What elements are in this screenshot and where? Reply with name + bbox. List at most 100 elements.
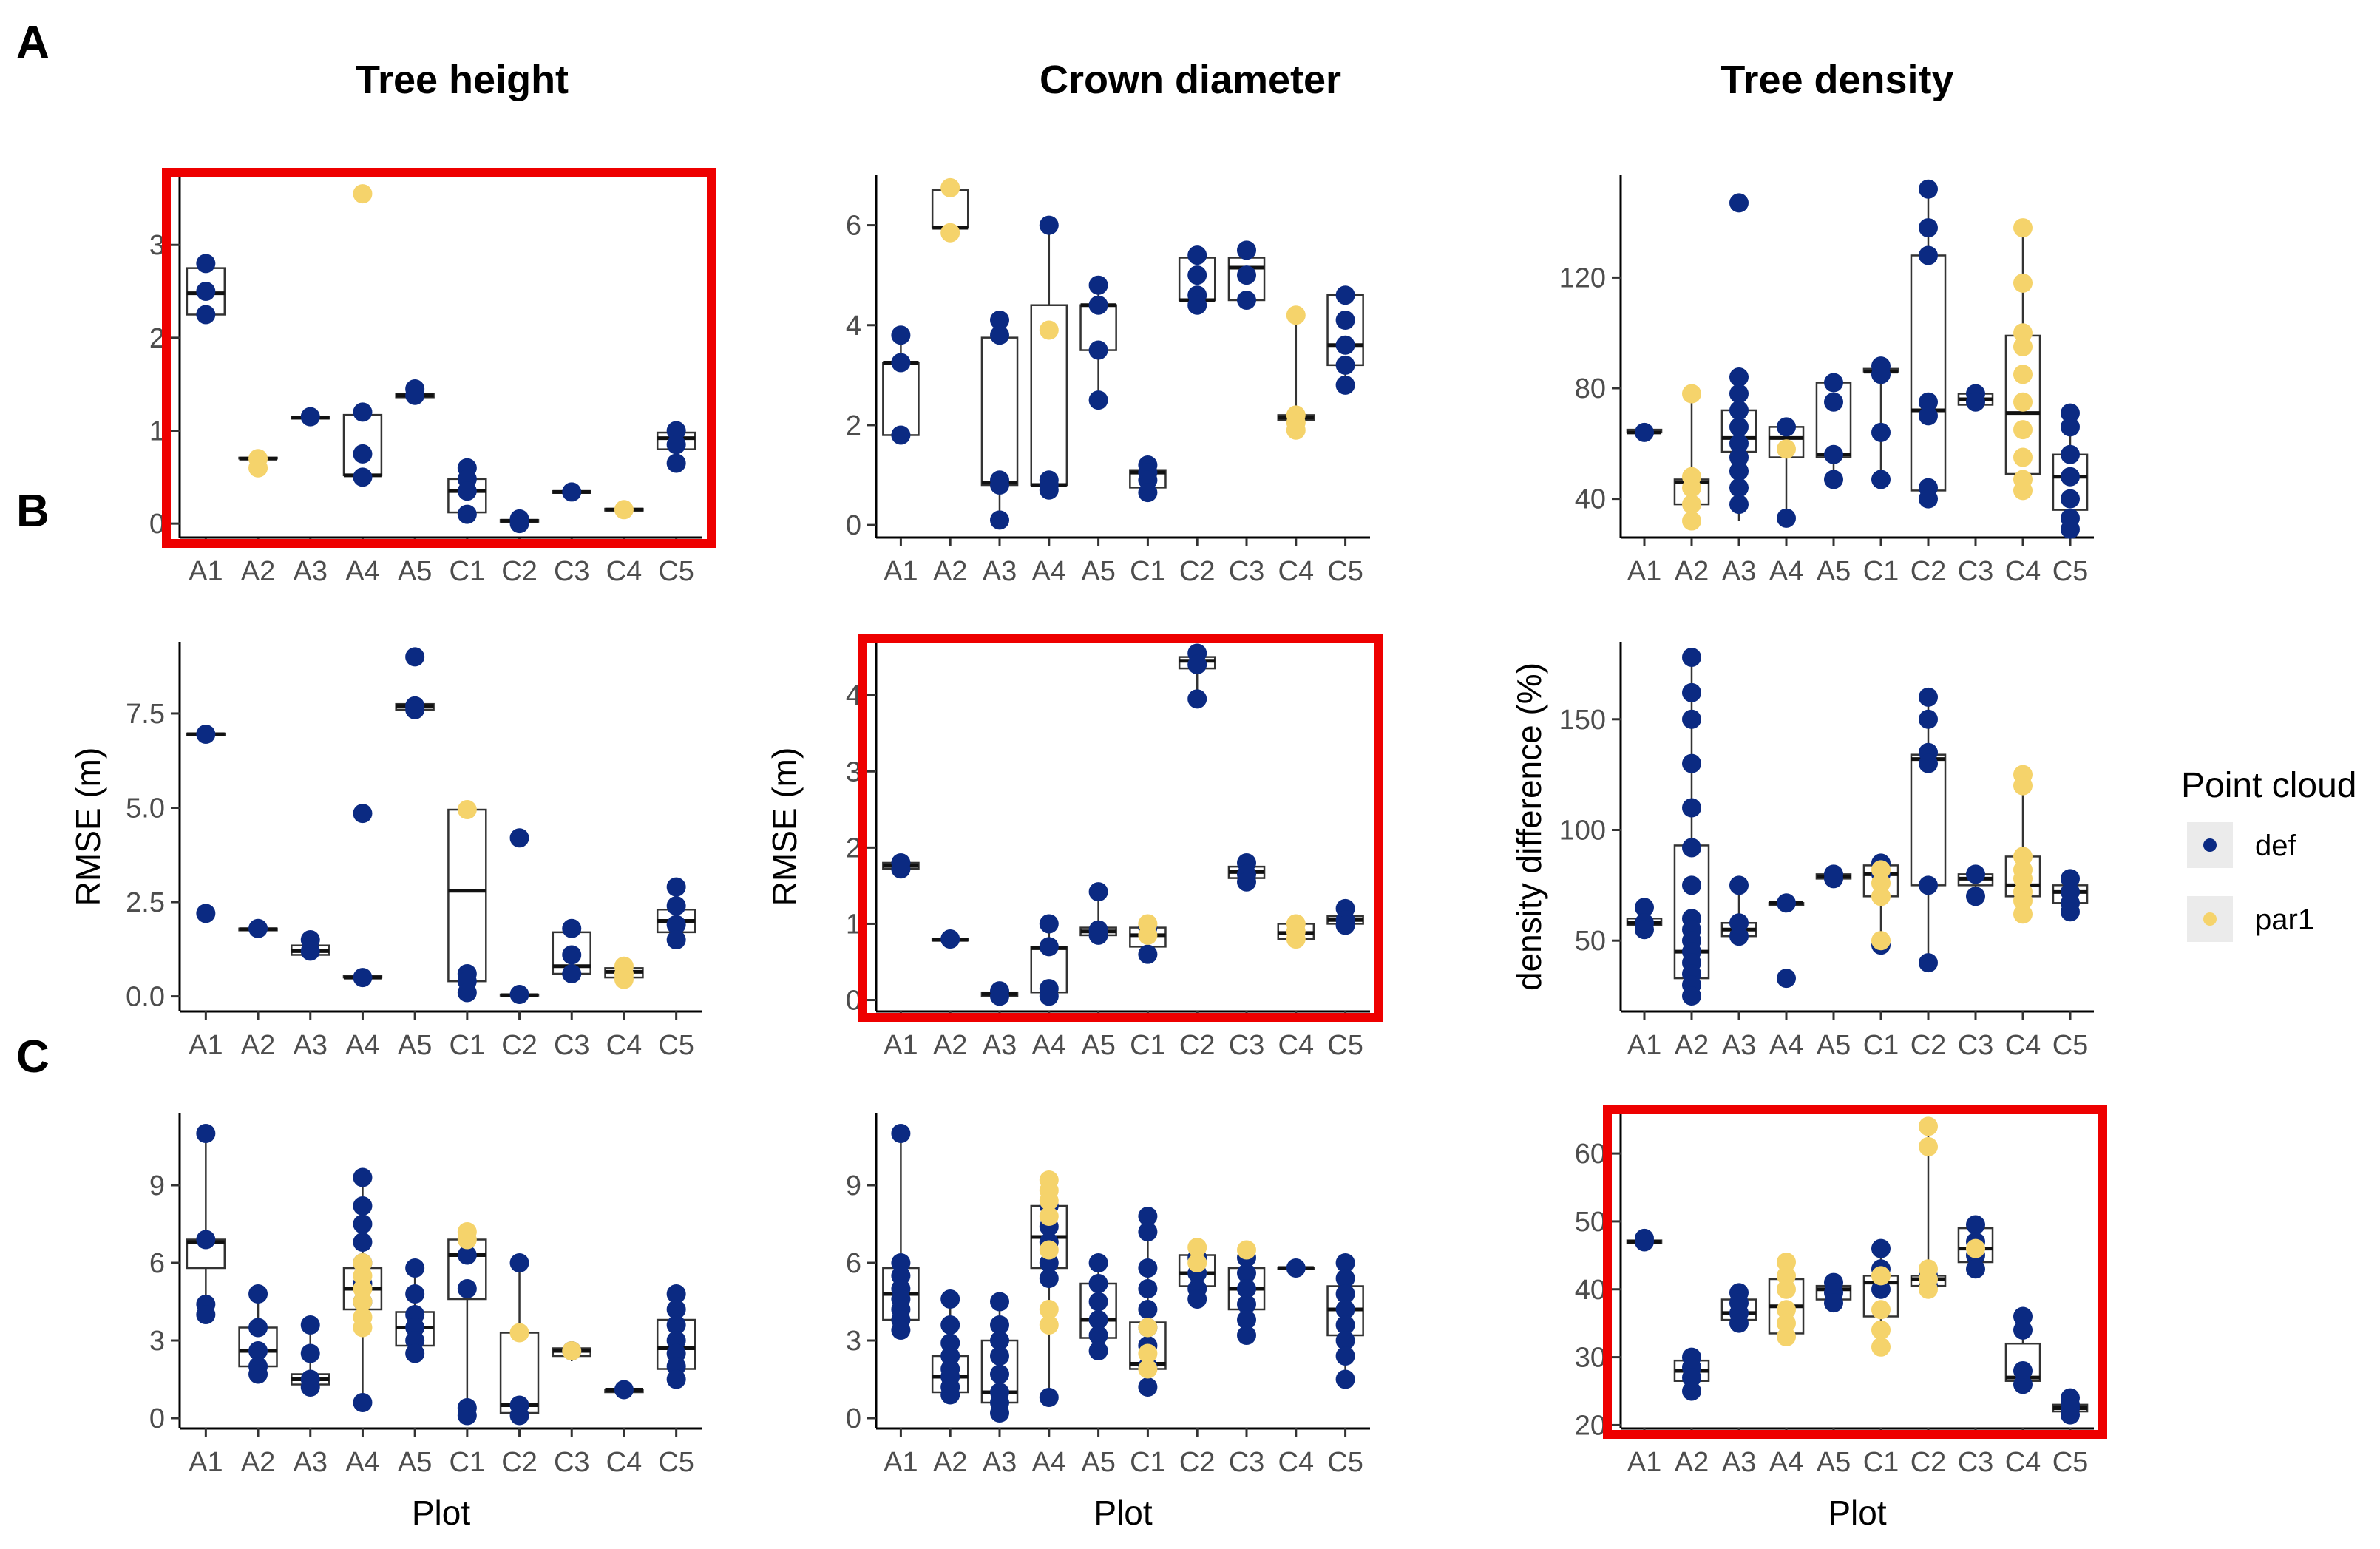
- point-def: [614, 1380, 634, 1400]
- point-def: [1335, 311, 1355, 330]
- point-def: [2061, 467, 2080, 487]
- point-par1: [1871, 860, 1891, 880]
- x-tick-label: A3: [294, 1447, 328, 1478]
- point-def: [1682, 647, 1701, 667]
- point-par1: [509, 1323, 529, 1343]
- point-par1: [1777, 1253, 1796, 1272]
- point-def: [1966, 864, 1985, 884]
- point-def: [1729, 417, 1749, 437]
- x-tick-label: C4: [1278, 1030, 1315, 1061]
- point-def: [1237, 265, 1256, 285]
- point-def: [1138, 1300, 1158, 1319]
- point-def: [457, 481, 477, 501]
- point-par1: [1138, 925, 1158, 945]
- point-def: [509, 514, 529, 534]
- point-def: [1729, 433, 1749, 453]
- point-def: [1187, 245, 1207, 265]
- x-tick-label: C5: [1327, 1447, 1363, 1478]
- x-tick-label: A5: [398, 1447, 432, 1478]
- x-tick-label: A4: [1769, 556, 1803, 587]
- x-tick-label: A4: [1032, 556, 1066, 587]
- y-tick-label: 6: [846, 1248, 861, 1279]
- point-def: [1729, 913, 1749, 933]
- point-par1: [2013, 218, 2033, 238]
- point-def: [666, 896, 686, 916]
- x-tick-label: C4: [1278, 1447, 1315, 1478]
- point-par1: [457, 800, 477, 820]
- point-def: [353, 1214, 373, 1234]
- point-par1: [1682, 384, 1701, 404]
- x-tick-label: A4: [1769, 1030, 1803, 1061]
- point-def: [1777, 893, 1796, 913]
- point-def: [509, 828, 529, 848]
- point-def: [990, 1315, 1009, 1335]
- point-def: [2013, 1360, 2033, 1380]
- point-par1: [1871, 1300, 1891, 1320]
- point-def: [1187, 295, 1207, 315]
- y-tick-label: 60: [1575, 1139, 1606, 1170]
- point-par1: [1039, 1315, 1059, 1335]
- point-def: [2061, 489, 2080, 509]
- point-def: [990, 1292, 1009, 1312]
- point-def: [1966, 1215, 1985, 1235]
- point-par1: [1777, 1300, 1796, 1320]
- column-title-crown-diameter: Crown diameter: [1040, 58, 1341, 102]
- point-def: [1824, 444, 1843, 464]
- point-def: [1335, 285, 1355, 305]
- point-par1: [2013, 392, 2033, 412]
- panel-label-c: C: [16, 1031, 50, 1082]
- point-def: [666, 1369, 686, 1389]
- point-def: [562, 945, 582, 965]
- y-tick-label: 2: [846, 410, 861, 441]
- point-par1: [1777, 1313, 1796, 1333]
- x-tick-label: A1: [1627, 1030, 1661, 1061]
- point-def: [1824, 392, 1843, 412]
- x-tick-label: C1: [450, 556, 486, 587]
- x-tick-label: A2: [933, 1030, 967, 1061]
- x-tick-label: C5: [658, 1447, 694, 1478]
- point-def: [666, 1300, 686, 1319]
- x-tick-label: C2: [1911, 1447, 1947, 1478]
- point-def: [353, 402, 373, 422]
- y-tick-label: 7.5: [126, 699, 165, 730]
- point-def: [1729, 926, 1749, 946]
- point-def: [1682, 986, 1701, 1006]
- point-def: [457, 1279, 477, 1298]
- point-def: [1335, 1369, 1355, 1389]
- point-def: [457, 1406, 477, 1426]
- point-def: [1039, 937, 1059, 957]
- point-def: [940, 929, 960, 949]
- x-tick-label: C1: [1863, 1447, 1899, 1478]
- point-par1: [1187, 1253, 1207, 1272]
- x-axis-title: Plot: [1094, 1494, 1152, 1532]
- column-title-tree-density: Tree density: [1720, 58, 1953, 102]
- x-tick-label: A3: [983, 1030, 1017, 1061]
- point-def: [1088, 390, 1108, 410]
- x-tick-label: A3: [1722, 556, 1756, 587]
- panel-a-height: 0 1 2 3 A1 A2 A3 A4 A5 C1 C2 C3 C4 C5: [149, 168, 716, 587]
- point-par1: [1039, 1240, 1059, 1260]
- point-def: [1039, 1388, 1059, 1407]
- point-def: [2013, 1306, 2033, 1326]
- point-def: [196, 725, 216, 744]
- point-def: [1237, 1295, 1256, 1314]
- point-def: [990, 311, 1009, 330]
- point-def: [1729, 400, 1749, 420]
- point-def: [1729, 495, 1749, 515]
- point-def: [1138, 1377, 1158, 1397]
- point-def: [990, 1364, 1009, 1384]
- point-def: [1729, 384, 1749, 404]
- point-def: [1682, 1368, 1701, 1388]
- y-tick-label: 120: [1559, 262, 1606, 294]
- point-def: [891, 425, 911, 445]
- x-tick-label: C5: [2052, 1030, 2089, 1061]
- point-par1: [2013, 365, 2033, 384]
- x-tick-label: A3: [1722, 1030, 1756, 1061]
- point-par1: [614, 500, 634, 520]
- point-def: [1682, 838, 1701, 858]
- highlight-frame: [1603, 1105, 2107, 1439]
- point-def: [1187, 654, 1207, 674]
- highlight-frame: [162, 168, 716, 548]
- point-def: [1729, 875, 1749, 895]
- y-tick-label: 2: [846, 833, 861, 864]
